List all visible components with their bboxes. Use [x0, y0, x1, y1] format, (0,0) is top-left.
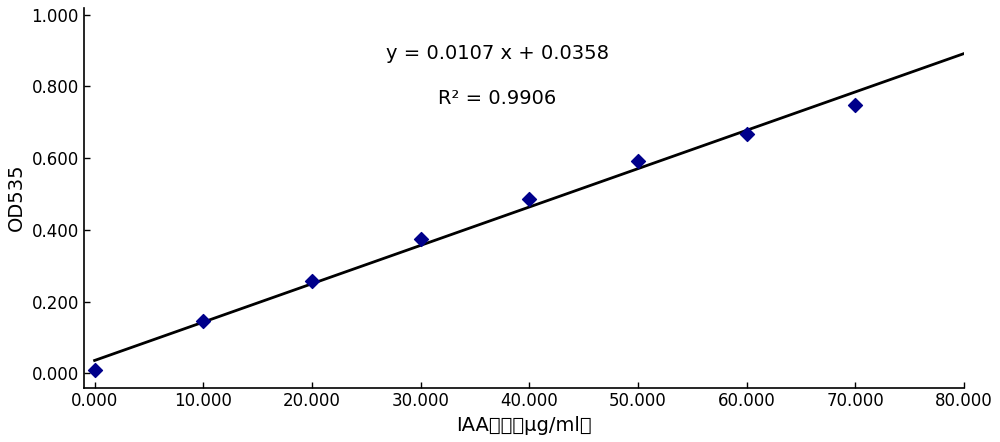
X-axis label: IAA浓度（μg/ml）: IAA浓度（μg/ml）: [456, 416, 592, 435]
Text: y = 0.0107 x + 0.0358: y = 0.0107 x + 0.0358: [386, 44, 609, 63]
Point: [521, 195, 537, 202]
Point: [413, 235, 429, 242]
Y-axis label: OD535: OD535: [7, 164, 26, 232]
Point: [847, 102, 863, 109]
Text: R² = 0.9906: R² = 0.9906: [438, 89, 557, 108]
Point: [739, 130, 755, 137]
Point: [630, 157, 646, 164]
Point: [87, 366, 103, 373]
Point: [304, 277, 320, 284]
Point: [195, 318, 211, 325]
